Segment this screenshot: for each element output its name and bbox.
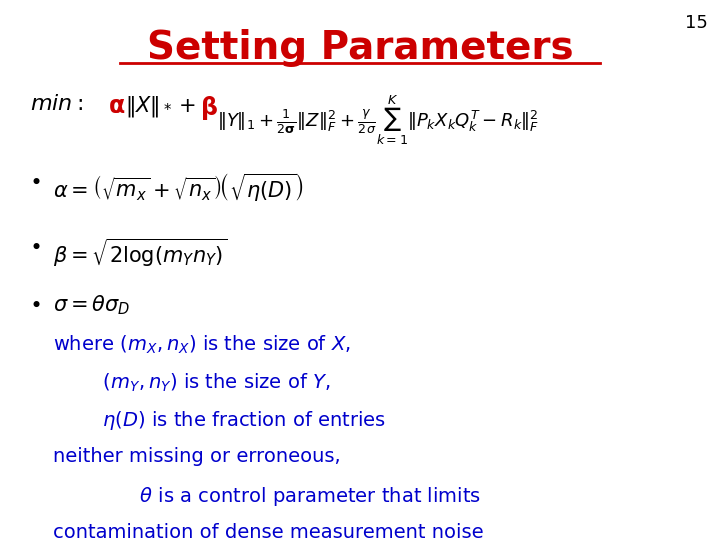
Text: neither missing or erroneous,: neither missing or erroneous,: [53, 448, 341, 467]
Text: $\|Y\|_1 + \frac{1}{2\mathbf{\sigma}}\|Z\|_F^2 + \frac{\gamma}{2\sigma}\sum_{k=1: $\|Y\|_1 + \frac{1}{2\mathbf{\sigma}}\|Z…: [217, 94, 539, 147]
Text: $(m_Y,n_Y)$ is the size of $Y$,: $(m_Y,n_Y)$ is the size of $Y$,: [53, 372, 330, 394]
Text: $\bullet$: $\bullet$: [29, 236, 40, 256]
Text: $\mathbf{\alpha}$: $\mathbf{\alpha}$: [107, 94, 125, 118]
Text: $\|X\|_* +\ $: $\|X\|_* +\ $: [125, 94, 195, 119]
Text: $\eta(D)$ is the fraction of entries: $\eta(D)$ is the fraction of entries: [53, 409, 386, 433]
Text: $\theta$ is a control parameter that limits: $\theta$ is a control parameter that lim…: [53, 485, 481, 509]
Text: $\mathbf{\beta}$: $\mathbf{\beta}$: [200, 94, 218, 122]
Text: $\bullet$: $\bullet$: [29, 294, 40, 314]
Text: $\alpha = \left(\sqrt{m_x} + \sqrt{n_x}\right)\!\left(\sqrt{\eta(D)}\right)$: $\alpha = \left(\sqrt{m_x} + \sqrt{n_x}\…: [53, 171, 304, 204]
Text: 15: 15: [685, 14, 708, 32]
Text: where $(m_X,n_X)$ is the size of $X$,: where $(m_X,n_X)$ is the size of $X$,: [53, 334, 351, 356]
Text: $\mathit{min:}$: $\mathit{min:}$: [30, 94, 84, 114]
Text: Setting Parameters: Setting Parameters: [147, 29, 573, 67]
Text: contamination of dense measurement noise: contamination of dense measurement noise: [53, 523, 484, 540]
Text: $\sigma = \theta\sigma_D$: $\sigma = \theta\sigma_D$: [53, 294, 130, 317]
Text: $\bullet$: $\bullet$: [29, 171, 40, 191]
Text: $\beta = \sqrt{2\log(m_Y n_Y)}$: $\beta = \sqrt{2\log(m_Y n_Y)}$: [53, 236, 228, 268]
